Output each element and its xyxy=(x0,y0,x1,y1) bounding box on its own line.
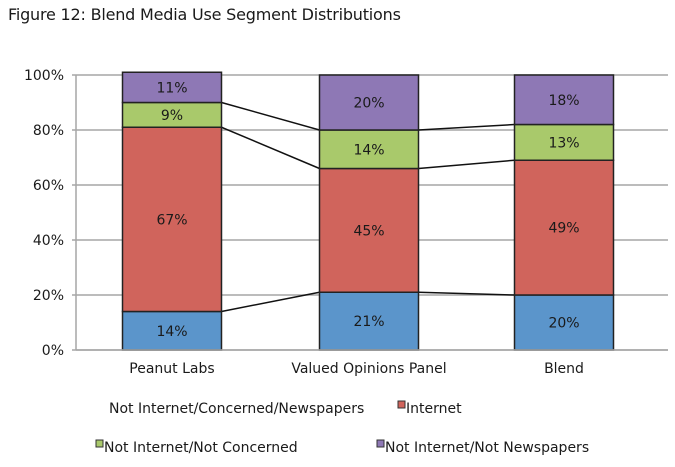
bar-segment-not-internet-not-concerned xyxy=(513,123,615,161)
legend-label: Not Internet/Not Concerned xyxy=(104,440,298,456)
bar-segment-not-internet-concerned-newspapers xyxy=(318,291,420,351)
series-connector-line xyxy=(221,126,320,170)
bar-segment-internet xyxy=(513,159,615,296)
connector-lines xyxy=(221,101,515,313)
bar-segment-not-internet-not-concerned xyxy=(121,101,223,128)
legend-swatch xyxy=(95,439,104,448)
series-connector-line xyxy=(221,291,320,313)
data-label: 11% xyxy=(156,80,187,96)
bar-segment-internet xyxy=(318,167,420,293)
x-tick-label: Peanut Labs xyxy=(129,361,214,377)
data-label: 13% xyxy=(548,135,579,151)
legend-label: Not Internet/Concerned/Newspapers xyxy=(109,401,364,417)
data-label: 20% xyxy=(548,316,579,332)
data-label: 21% xyxy=(353,314,384,330)
y-tick-label: 60% xyxy=(33,178,64,194)
legend-swatch xyxy=(376,439,385,448)
y-tick-label: 100% xyxy=(24,68,64,84)
series-connector-line xyxy=(221,101,320,131)
y-tick-label: 20% xyxy=(33,288,64,304)
data-label: 14% xyxy=(156,324,187,340)
legend-swatch xyxy=(397,400,406,409)
bar-segment-not-internet-not-newspapers xyxy=(121,71,223,104)
data-label: 18% xyxy=(548,93,579,109)
data-label: 45% xyxy=(353,223,384,239)
bar-segment-not-internet-concerned-newspapers xyxy=(121,310,223,351)
data-label: 14% xyxy=(353,142,384,158)
series-connector-line xyxy=(418,123,515,131)
y-tick-label: 0% xyxy=(42,343,64,359)
y-axis: 0% 20% 40% 60% 80% 100% xyxy=(24,68,77,359)
y-tick-label: 40% xyxy=(33,233,64,249)
bars: 14% 67% 9% 11% 21% 45% 14% 20% 20% 49% 13% 18% xyxy=(121,71,615,351)
chart-title: Figure 12: Blend Media Use Segment Distr… xyxy=(8,5,401,24)
legend-label: Not Internet/Not Newspapers xyxy=(385,440,589,456)
series-connector-line xyxy=(418,159,515,170)
bar-segment-not-internet-not-newspapers xyxy=(513,74,615,126)
data-label: 49% xyxy=(548,221,579,237)
data-label: 20% xyxy=(353,96,384,112)
x-axis: Peanut Labs Valued Opinions Panel Blend xyxy=(76,349,668,377)
data-label: 9% xyxy=(161,108,183,124)
x-tick-label: Valued Opinions Panel xyxy=(291,361,446,377)
legend-label: Internet xyxy=(406,401,462,417)
bar-segment-not-internet-concerned-newspapers xyxy=(513,294,615,351)
legend: Not Internet/Concerned/Newspapers Interne… xyxy=(95,400,589,456)
y-tick-label: 80% xyxy=(33,123,64,139)
series-connector-line xyxy=(418,291,515,296)
bar-segment-not-internet-not-newspapers xyxy=(318,74,420,131)
data-label: 67% xyxy=(156,212,187,228)
x-tick-label: Blend xyxy=(544,361,584,377)
